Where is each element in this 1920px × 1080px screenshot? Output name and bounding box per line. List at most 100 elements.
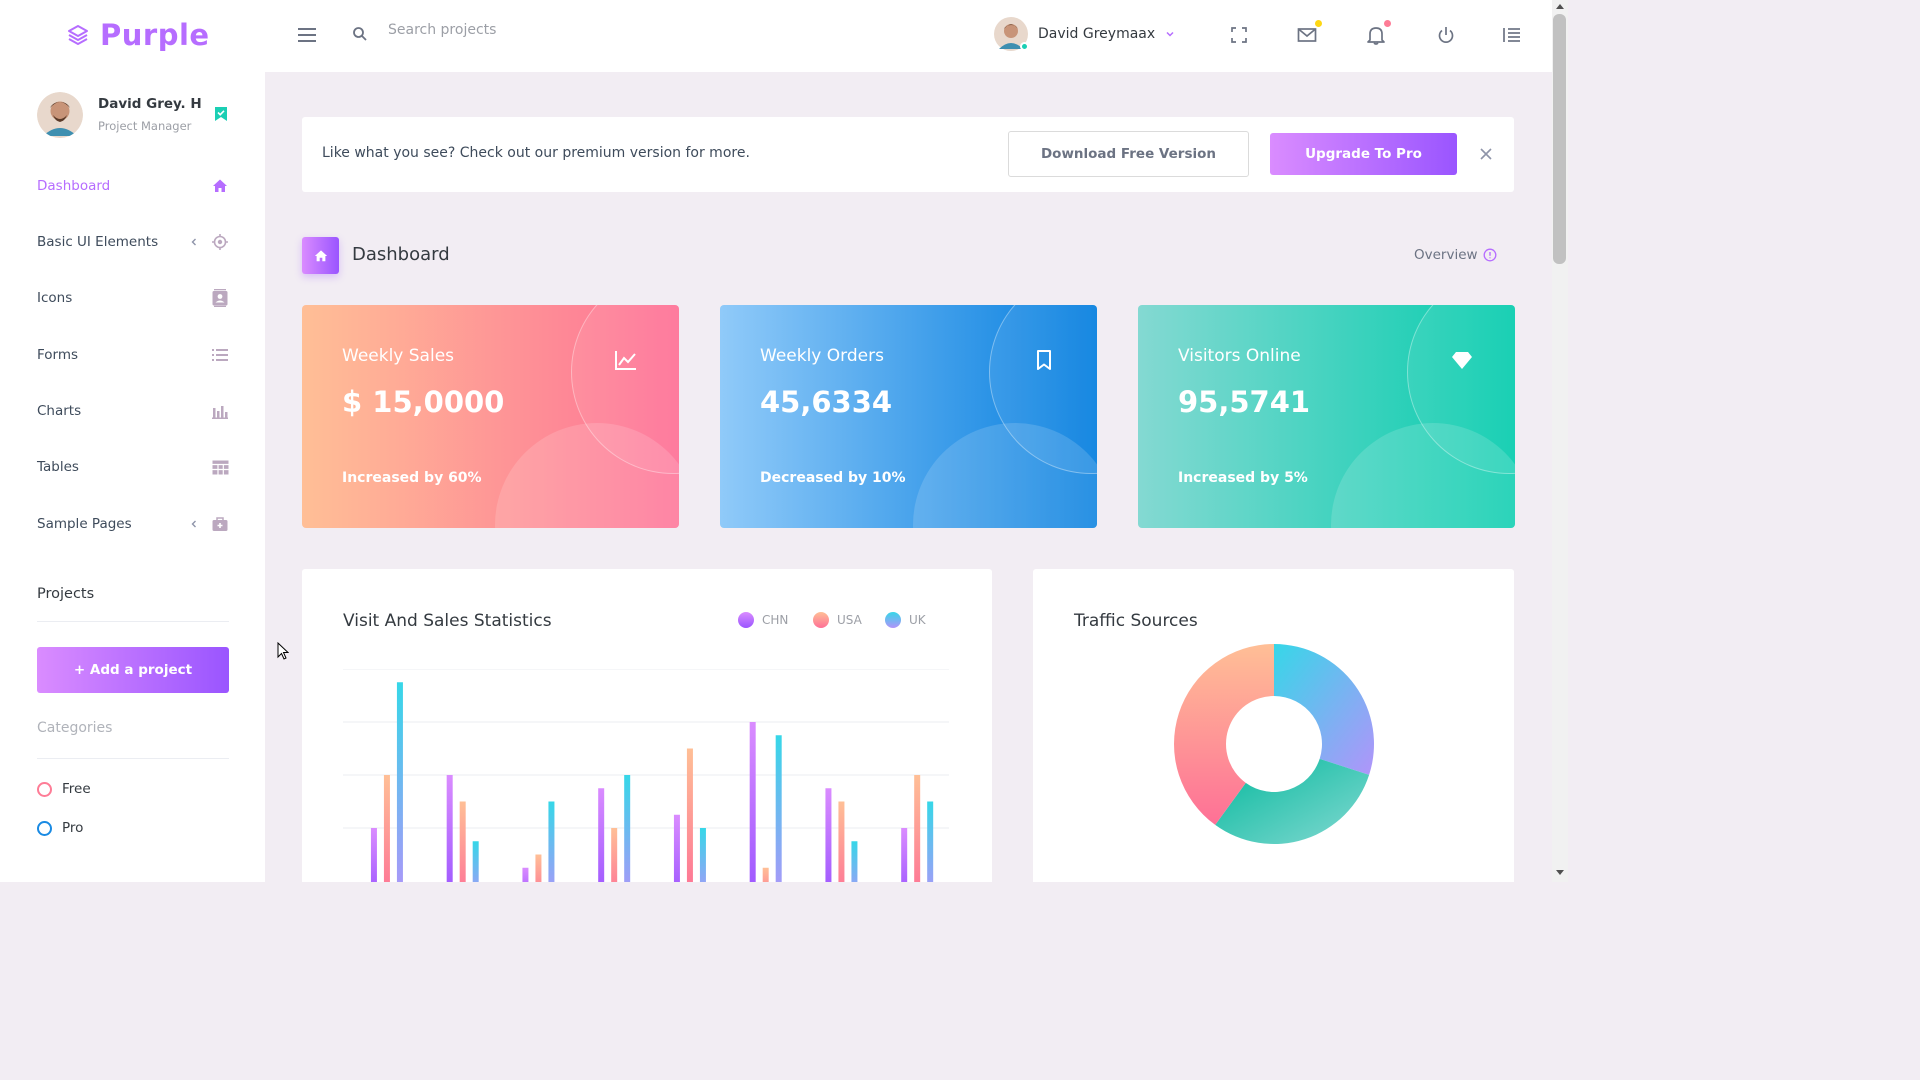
bar-usa-2[interactable] [459, 801, 466, 883]
bar-usa-1[interactable] [383, 775, 390, 882]
stat-title: Weekly Sales [342, 346, 455, 366]
nav-user-name: David Greymaax [1038, 26, 1156, 42]
donut-slice-2[interactable] [1215, 758, 1370, 844]
bar-uk-1[interactable] [396, 682, 403, 882]
bell-icon [1367, 27, 1385, 45]
sidebar-item-sample-pages[interactable]: Sample Pages [37, 512, 229, 536]
close-icon[interactable] [1478, 146, 1494, 162]
bar-usa-5[interactable] [686, 748, 693, 883]
sidebar: David Grey. H Project Manager Dashboard … [0, 72, 265, 882]
top-navbar: Purple David Greymaax [0, 0, 1552, 72]
legend-label: USA [837, 613, 862, 627]
legend-item-uk: UK [885, 612, 926, 628]
sidebar-item-label: Forms [37, 347, 79, 363]
fullscreen-icon[interactable] [1228, 24, 1250, 46]
chart-line-icon [615, 351, 636, 370]
messages-button[interactable] [1296, 20, 1322, 46]
stat-card-weekly-orders: Weekly Orders 45,6334 Decreased by 10% [720, 305, 1097, 528]
bar-chn-3[interactable] [522, 867, 529, 882]
bar-usa-7[interactable] [838, 801, 845, 883]
page-scrollbar[interactable] [1552, 0, 1568, 882]
donut-chart [1174, 644, 1374, 844]
bar-chn-6[interactable] [749, 722, 756, 882]
legend-swatch [813, 612, 829, 628]
donut-slice-1[interactable] [1274, 644, 1374, 775]
bar-chn-1[interactable] [370, 828, 377, 882]
sidebar-item-label: Tables [37, 459, 79, 475]
stat-title: Weekly Orders [760, 346, 884, 366]
avatar [994, 17, 1029, 51]
scroll-up-arrow-icon[interactable] [1556, 3, 1564, 9]
visit-sales-panel: Visit And Sales Statistics CHN USA UK [302, 569, 992, 882]
bar-usa-3[interactable] [535, 854, 542, 883]
decoration-circle [913, 423, 1097, 528]
bar-uk-2[interactable] [472, 841, 479, 882]
search-input[interactable] [388, 22, 688, 38]
sidebar-item-icons[interactable]: Icons [37, 286, 229, 310]
bar-uk-6[interactable] [775, 735, 782, 882]
category-item-pro[interactable]: Pro [37, 820, 83, 836]
sidebar-profile[interactable]: David Grey. H Project Manager [37, 92, 229, 140]
medical-bag-icon [211, 515, 229, 533]
notifications-button[interactable] [1365, 20, 1391, 46]
donut-slice-3[interactable] [1174, 644, 1274, 825]
chevron-left-icon [191, 520, 196, 528]
scroll-down-arrow-icon[interactable] [1556, 870, 1564, 876]
sidebar-item-tables[interactable]: Tables [37, 455, 229, 479]
bar-uk-3[interactable] [548, 801, 555, 883]
sidebar-item-forms[interactable]: Forms [37, 343, 229, 367]
bar-chart [343, 669, 949, 882]
add-project-button[interactable]: + Add a project [37, 647, 229, 693]
sidebar-item-label: Icons [37, 290, 73, 306]
user-profile-dropdown[interactable]: David Greymaax [994, 17, 1175, 51]
page-title: Dashboard [352, 244, 450, 265]
bar-uk-7[interactable] [851, 841, 858, 882]
bar-uk-8[interactable] [927, 801, 934, 883]
bar-chn-2[interactable] [446, 775, 453, 882]
upgrade-pro-button[interactable]: Upgrade To Pro [1270, 133, 1457, 175]
profile-name: David Grey. H [98, 96, 202, 112]
legend-swatch [885, 612, 901, 628]
legend-item-chn: CHN [738, 612, 788, 628]
bar-chn-7[interactable] [825, 788, 832, 882]
stat-title: Visitors Online [1178, 346, 1301, 366]
download-free-button[interactable]: Download Free Version [1008, 131, 1249, 177]
menu-toggle-icon[interactable] [297, 25, 317, 45]
mouse-cursor-icon [277, 642, 289, 660]
decoration-circle [495, 423, 679, 528]
sidebar-item-dashboard[interactable]: Dashboard [37, 174, 229, 198]
overview-label: Overview [1414, 247, 1478, 263]
table-icon [211, 458, 229, 476]
format-list-icon[interactable] [1500, 24, 1522, 46]
sidebar-item-basic-ui-elements[interactable]: Basic UI Elements [37, 230, 229, 254]
bar-chn-8[interactable] [901, 828, 908, 882]
banner-text: Like what you see? Check out our premium… [322, 145, 750, 161]
bar-usa-6[interactable] [762, 867, 769, 882]
stat-card-weekly-sales: Weekly Sales $ 15,0000 Increased by 60% [302, 305, 679, 528]
sidebar-item-label: Charts [37, 403, 82, 419]
bar-uk-4[interactable] [624, 775, 631, 882]
mail-icon [1297, 28, 1317, 42]
bar-chn-4[interactable] [598, 788, 605, 882]
brand-name: Purple [100, 18, 210, 52]
category-item-free[interactable]: Free [37, 781, 91, 797]
traffic-sources-panel: Traffic Sources [1033, 569, 1514, 882]
bar-chn-5[interactable] [673, 814, 680, 882]
bar-uk-5[interactable] [699, 828, 706, 882]
app-root: Purple David Greymaax [0, 0, 1568, 882]
contacts-icon [211, 289, 229, 307]
overview-link[interactable]: Overview [1414, 247, 1497, 263]
bar-usa-8[interactable] [914, 775, 921, 882]
category-label: Free [62, 781, 91, 797]
list-icon [211, 346, 229, 364]
page-title-icon [302, 237, 339, 274]
search-icon [353, 27, 367, 41]
avatar [37, 92, 83, 138]
bar-usa-4[interactable] [611, 828, 618, 882]
online-status-dot [1020, 42, 1029, 51]
legend-label: CHN [762, 613, 789, 627]
brand-logo[interactable]: Purple [66, 18, 210, 52]
power-icon[interactable] [1435, 24, 1457, 46]
sidebar-item-charts[interactable]: Charts [37, 399, 229, 423]
scrollbar-thumb[interactable] [1553, 14, 1566, 264]
